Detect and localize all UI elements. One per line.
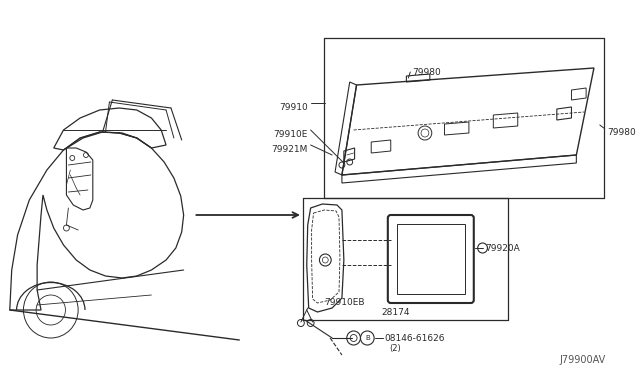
Text: 79910E: 79910E	[273, 130, 308, 139]
Text: 79910: 79910	[279, 103, 308, 112]
Text: (2): (2)	[388, 344, 401, 353]
Text: 79921M: 79921M	[271, 145, 308, 154]
Text: 79980: 79980	[412, 68, 441, 77]
Text: 08146-61626: 08146-61626	[384, 334, 444, 343]
Text: B: B	[365, 335, 370, 341]
Text: J79900AV: J79900AV	[559, 355, 605, 365]
Text: 79910EB: 79910EB	[324, 298, 365, 307]
Text: 79980: 79980	[607, 128, 636, 137]
Text: 79920A: 79920A	[486, 244, 520, 253]
Text: 28174: 28174	[381, 308, 410, 317]
